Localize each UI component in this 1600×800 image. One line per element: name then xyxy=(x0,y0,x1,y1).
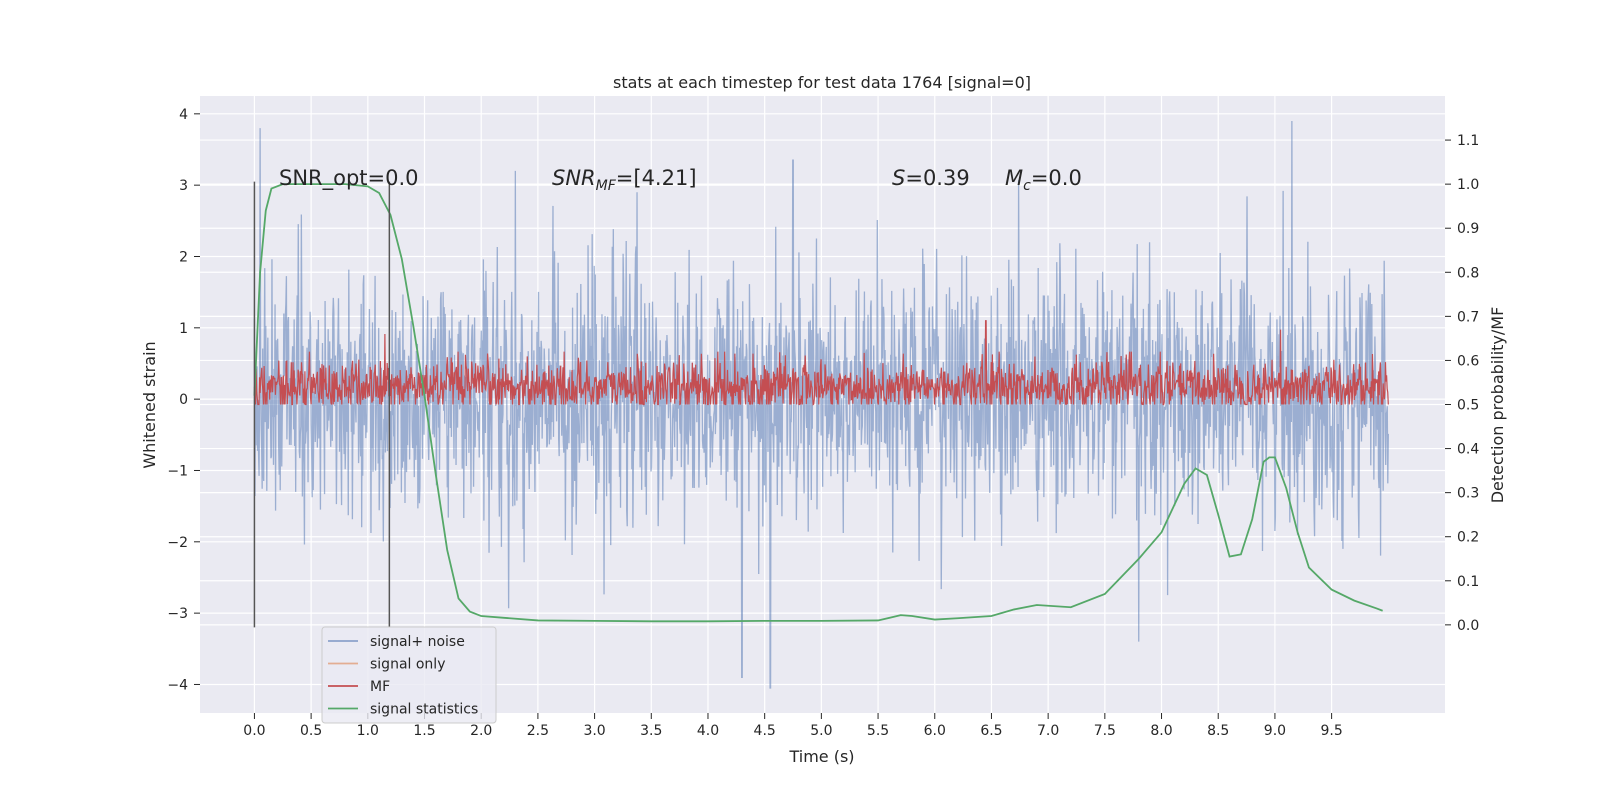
y-right-tick-label: 0.9 xyxy=(1457,221,1479,237)
annotation-mc: Mc=0.0 xyxy=(1005,166,1082,194)
snr-mf-symbol: SNR xyxy=(552,166,596,190)
series-mf-line xyxy=(253,320,1389,406)
s-symbol: S xyxy=(892,166,905,190)
y-right-tick-label: 0.0 xyxy=(1457,618,1479,634)
legend-label: signal only xyxy=(370,657,445,673)
y-right-tick-label: 0.6 xyxy=(1457,353,1479,369)
annotation-s: S=0.39 xyxy=(892,166,970,190)
y-right-tick-label: 0.8 xyxy=(1457,265,1479,281)
x-tick-label: 8.5 xyxy=(1207,723,1229,739)
x-tick-label: 7.5 xyxy=(1094,723,1116,739)
y-right-tick-label: 0.5 xyxy=(1457,398,1479,414)
x-tick-label: 9.5 xyxy=(1320,723,1342,739)
y-left-tick-label: 2 xyxy=(179,249,188,265)
series-signal-statistics-line xyxy=(253,183,1383,623)
x-tick-label: 6.5 xyxy=(980,723,1002,739)
y-left-tick-label: −4 xyxy=(167,677,188,693)
mc-subscript: c xyxy=(1023,178,1031,194)
y-right-tick-label: 0.2 xyxy=(1457,530,1479,546)
x-tick-label: 0.5 xyxy=(300,723,322,739)
x-tick-label: 5.0 xyxy=(810,723,832,739)
y-right-tick-label: 1.0 xyxy=(1457,177,1479,193)
y-right-tick-label: 0.3 xyxy=(1457,486,1479,502)
series-layer xyxy=(253,120,1389,689)
y-right-tick-label: 0.7 xyxy=(1457,309,1479,325)
x-tick-label: 3.0 xyxy=(583,723,605,739)
x-tick-label: 4.0 xyxy=(697,723,719,739)
vertical-lines xyxy=(253,181,391,628)
s-value: =0.39 xyxy=(905,166,969,190)
y-left-axis-label: Whitened strain xyxy=(140,341,159,468)
y-left-tick-label: −3 xyxy=(167,606,188,622)
y-right-axis-label: Detection probability/MF xyxy=(1488,307,1507,504)
mc-symbol: M xyxy=(1005,166,1023,190)
x-tick-label: 3.5 xyxy=(640,723,662,739)
grid-lines xyxy=(200,96,1445,713)
x-tick-label: 9.0 xyxy=(1264,723,1286,739)
x-tick-label: 8.0 xyxy=(1150,723,1172,739)
legend: signal+ noise signal only MF signal statist… xyxy=(321,626,497,724)
snr-mf-subscript: MF xyxy=(596,178,617,194)
x-tick-label: 4.5 xyxy=(754,723,776,739)
x-tick-label: 6.0 xyxy=(924,723,946,739)
y-left-tick-label: 1 xyxy=(179,321,188,337)
x-tick-label: 1.0 xyxy=(357,723,379,739)
x-tick-label: 5.5 xyxy=(867,723,889,739)
annotation-snr-mf: SNRMF=[4.21] xyxy=(552,166,697,194)
x-tick-label: 2.0 xyxy=(470,723,492,739)
y-right-tick-label: 1.1 xyxy=(1457,133,1479,149)
x-tick-label: 0.0 xyxy=(243,723,265,739)
y-left-tick-label: 0 xyxy=(179,392,188,408)
legend-box xyxy=(321,626,497,724)
mc-value: =0.0 xyxy=(1031,166,1082,190)
y-left-tick-label: 4 xyxy=(179,107,188,123)
legend-items: signal+ noise signal only MF signal statist… xyxy=(328,634,478,718)
x-axis-label: Time (s) xyxy=(788,747,854,766)
x-axis-ticks: 0.0 0.5 1.0 1.5 2.0 2.5 3.0 3.5 4.0 4.5 5.0 5.5 6.0 6… xyxy=(243,713,1343,739)
y-right-tick-label: 0.1 xyxy=(1457,574,1479,590)
y-left-tick-label: −2 xyxy=(167,535,188,551)
y-left-tick-label: −1 xyxy=(167,463,188,479)
chart-title: stats at each timestep for test data 176… xyxy=(613,73,1031,92)
y-left-tick-label: 3 xyxy=(179,178,188,194)
snr-mf-value: =[4.21] xyxy=(616,166,697,190)
x-tick-label: 7.0 xyxy=(1037,723,1059,739)
x-tick-label: 2.5 xyxy=(527,723,549,739)
y-right-tick-label: 0.4 xyxy=(1457,442,1479,458)
legend-label: MF xyxy=(370,679,390,695)
legend-label: signal statistics xyxy=(370,702,478,718)
x-tick-label: 1.5 xyxy=(413,723,435,739)
legend-label: signal+ noise xyxy=(370,634,465,650)
y-right-axis-ticks: 1.1 1.0 0.9 0.8 0.7 0.6 0.5 0.4 0.3 0.2 0.1 0.0 xyxy=(1445,133,1479,634)
y-left-axis-ticks: 4 3 2 1 0 −1 −2 −3 −4 xyxy=(167,107,200,693)
annotation-snr-opt: SNR_opt=0.0 xyxy=(279,166,419,191)
